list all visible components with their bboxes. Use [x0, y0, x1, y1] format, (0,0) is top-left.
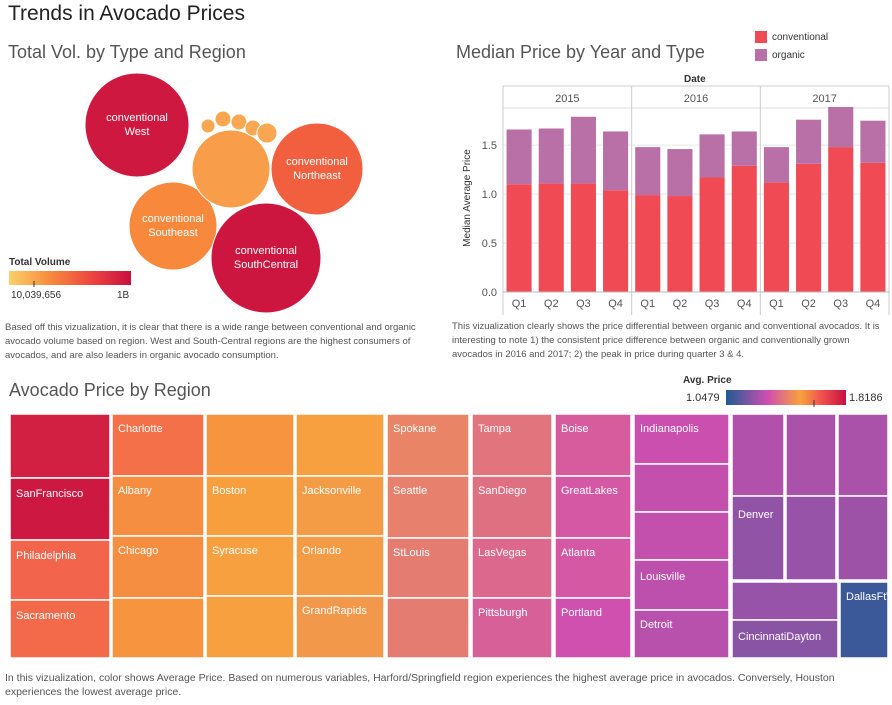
treemap-title: Avocado Price by Region: [9, 380, 211, 400]
treemap-cell[interactable]: [633, 511, 730, 561]
treemap-cell[interactable]: [9, 539, 111, 601]
treemap-cell-label: Syracuse: [212, 545, 258, 557]
treemap-cell-label: SanDiego: [478, 485, 526, 497]
treemap-cell[interactable]: [205, 535, 295, 597]
treemap-cell[interactable]: [785, 495, 837, 581]
bubble-chart-title: Total Vol. by Type and Region: [8, 42, 246, 62]
treemap-cell[interactable]: [633, 609, 730, 659]
treemap-cell[interactable]: [554, 413, 632, 477]
treemap-cell-label: Jacksonville: [302, 485, 361, 497]
treemap-cell-label: Louisville: [640, 571, 685, 583]
treemap-cell-label: Tampa: [478, 423, 512, 435]
price-legend-max: 1.8186: [849, 392, 883, 404]
treemap-cell[interactable]: [295, 535, 385, 597]
treemap-cell[interactable]: [295, 413, 385, 477]
treemap-cell-label: Boise: [561, 423, 589, 435]
treemap-cell-label: Boston: [212, 485, 246, 497]
treemap-cell-label: Philadelphia: [16, 550, 77, 562]
treemap-cell-label: GrandRapids: [302, 605, 367, 617]
treemap-cell[interactable]: [471, 413, 553, 477]
treemap-cell[interactable]: [386, 475, 470, 539]
legend-swatch-conventional: [755, 31, 767, 43]
treemap-cell[interactable]: [785, 413, 837, 497]
bar-chart-note: This vizualization clearly shows the pri…: [452, 321, 880, 360]
treemap-cell-label: Charlotte: [118, 423, 163, 435]
treemap-cell[interactable]: [633, 559, 730, 611]
treemap-note: In this vizualization, color shows Avera…: [5, 672, 835, 698]
treemap-cell-label: GreatLakes: [561, 485, 618, 497]
volume-legend-max: 1B: [117, 290, 130, 301]
treemap-cell[interactable]: [554, 475, 632, 539]
treemap-cell-label: Chicago: [118, 545, 158, 557]
treemap-cell[interactable]: [837, 413, 889, 497]
treemap-cell[interactable]: [471, 475, 553, 539]
treemap-cell[interactable]: [731, 581, 839, 621]
treemap-cell[interactable]: [731, 619, 839, 659]
volume-legend-min: 10,039,656: [11, 290, 62, 301]
treemap-cell-label: CincinnatiDayton: [738, 631, 821, 643]
treemap-cell[interactable]: [9, 599, 111, 659]
bar-date-header: Date: [684, 74, 706, 85]
treemap-cell[interactable]: [471, 597, 553, 659]
treemap-cell[interactable]: [386, 597, 470, 659]
treemap-cell-label: Pittsburgh: [478, 607, 528, 619]
treemap-cell-label: Orlando: [302, 545, 341, 557]
treemap-cell[interactable]: [554, 597, 632, 659]
treemap-cell-label: Atlanta: [561, 547, 596, 559]
treemap-cell[interactable]: [9, 413, 111, 479]
volume-legend-title: Total Volume: [9, 257, 71, 268]
treemap-cell[interactable]: [205, 475, 295, 537]
treemap-cell-label: DallasFtWorth: [846, 591, 892, 603]
treemap-cell[interactable]: [731, 413, 785, 497]
treemap-cell[interactable]: [295, 595, 385, 659]
bar-chart-title: Median Price by Year and Type: [456, 42, 705, 62]
treemap-cell[interactable]: [633, 413, 730, 465]
treemap-cell-label: Denver: [738, 509, 774, 521]
treemap-cell[interactable]: [205, 595, 295, 659]
treemap-cell-label: Sacramento: [16, 610, 75, 622]
treemap-cell-label: Albany: [118, 485, 152, 497]
bubble-chart-note: Based off this vizualization, it is clea…: [5, 322, 416, 361]
treemap-cell[interactable]: [731, 495, 785, 581]
treemap-cell[interactable]: [633, 463, 730, 513]
price-legend-title: Avg. Price: [683, 375, 732, 386]
page-title: Trends in Avocado Prices: [8, 2, 245, 25]
legend-label-conventional: conventional: [772, 32, 829, 43]
price-legend-min: 1.0479: [686, 392, 720, 404]
treemap-cell[interactable]: [837, 495, 889, 581]
treemap-cell-label: Detroit: [640, 619, 672, 631]
treemap-cell[interactable]: [839, 581, 889, 659]
treemap-cell[interactable]: [111, 475, 205, 537]
treemap-cell[interactable]: [295, 475, 385, 537]
treemap-cell[interactable]: [554, 537, 632, 599]
treemap-cell-label: StLouis: [393, 547, 430, 559]
treemap-cell[interactable]: [205, 413, 295, 477]
treemap-cell[interactable]: [471, 537, 553, 599]
treemap-cell-label: Portland: [561, 607, 602, 619]
treemap-cell[interactable]: [111, 597, 205, 659]
treemap-cell-label: SanFrancisco: [16, 488, 83, 500]
treemap-cell-label: Spokane: [393, 423, 436, 435]
legend-swatch-organic: [755, 49, 767, 61]
treemap-cell[interactable]: [111, 535, 205, 599]
treemap-cell-label: LasVegas: [478, 547, 527, 559]
treemap-cell-label: Indianapolis: [640, 423, 699, 435]
treemap-cell-label: Seattle: [393, 485, 427, 497]
treemap-cell[interactable]: [386, 537, 470, 599]
legend-label-organic: organic: [772, 50, 805, 61]
